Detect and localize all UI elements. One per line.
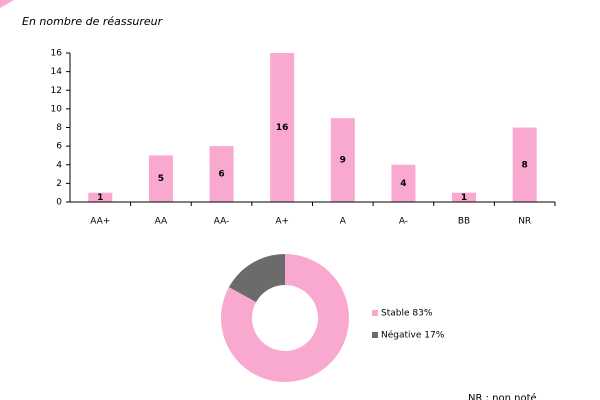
- value-label: 16: [276, 123, 289, 133]
- bar: [88, 192, 113, 202]
- bar: [148, 155, 173, 202]
- value-label: 8: [522, 160, 528, 170]
- x-tick-label: AA: [155, 217, 168, 227]
- value-label: 4: [400, 179, 406, 189]
- legend-swatch: [372, 310, 378, 316]
- value-label: 9: [340, 156, 346, 166]
- y-tick-label: 0: [56, 198, 62, 208]
- x-tick-label: NR: [518, 217, 531, 227]
- legend-label: Négative 17%: [381, 330, 445, 341]
- donut-slice: [221, 254, 349, 383]
- value-label: 5: [158, 174, 164, 184]
- legend-label: Stable 83%: [381, 309, 433, 319]
- bar: [270, 53, 295, 202]
- bar: [391, 164, 416, 202]
- corner-decoration: [0, 0, 14, 8]
- y-tick-label: 8: [56, 123, 62, 133]
- y-tick-label: 10: [51, 104, 63, 114]
- y-tick-label: 16: [51, 49, 63, 59]
- x-tick-label: AA-: [214, 217, 230, 227]
- y-tick-label: 6: [56, 142, 62, 152]
- value-label: 6: [218, 170, 224, 180]
- donut-slice: [228, 254, 285, 303]
- x-tick-label: A-: [399, 217, 408, 227]
- legend-swatch: [372, 332, 378, 338]
- bar: [209, 146, 234, 202]
- bar: [452, 192, 477, 202]
- chart-subtitle: En nombre de réassureur: [22, 15, 164, 28]
- value-label: 1: [97, 193, 103, 203]
- y-tick-label: 14: [51, 67, 63, 77]
- x-tick-label: AA+: [90, 217, 110, 227]
- x-tick-label: A: [340, 217, 347, 227]
- x-tick-label: BB: [458, 217, 470, 227]
- y-tick-label: 4: [56, 160, 62, 170]
- x-tick-label: A+: [275, 217, 289, 227]
- annotation: NR : non noté: [468, 392, 537, 400]
- y-tick-label: 12: [51, 86, 62, 96]
- bar: [330, 118, 355, 202]
- value-label: 1: [461, 193, 467, 203]
- y-tick-label: 2: [56, 179, 62, 189]
- bar: [512, 127, 537, 202]
